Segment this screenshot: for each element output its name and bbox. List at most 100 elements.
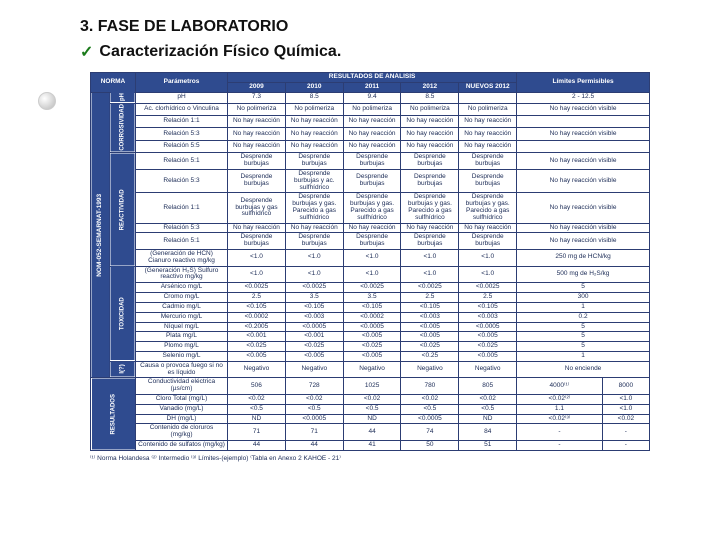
- value-cell: No hay reacción: [401, 116, 459, 128]
- value-cell: 84: [459, 424, 517, 441]
- value-cell: 805: [459, 378, 517, 395]
- table-row: I(?)Causa o provoca fuego si no es líqui…: [91, 361, 650, 378]
- value-cell: Desprende burbujas: [401, 153, 459, 170]
- value-cell: <0.5: [401, 404, 459, 414]
- value-cell: 3.5: [285, 293, 343, 303]
- limit-cell: No hay reacción visible: [517, 193, 650, 223]
- value-cell: Desprende burbujas: [343, 153, 401, 170]
- decorative-circle: [38, 92, 56, 110]
- table-row: Plomo mg/L<0.025<0.025<0.025<0.025<0.025…: [91, 342, 650, 352]
- value-cell: 506: [228, 378, 286, 395]
- table-row: Relación 5:3Desprende burbujasDesprende …: [91, 169, 650, 192]
- value-cell: No hay reacción: [228, 223, 286, 233]
- side-norma-label: NOM-052-SEMARNAT-1993: [91, 92, 110, 378]
- value-cell: 44: [343, 424, 401, 441]
- limit-cell: -: [517, 441, 603, 451]
- param-cell: Relación 5:3: [135, 128, 227, 140]
- param-cell: Contenido de cloruros (mg/kg): [135, 424, 227, 441]
- value-cell: ND: [459, 414, 517, 424]
- header-norma: NORMA: [91, 73, 136, 93]
- value-cell: No hay reacción: [343, 140, 401, 152]
- value-cell: Negativo: [285, 361, 343, 378]
- value-cell: Desprende burbujas y gas sulfhídrico: [228, 193, 286, 223]
- header-param: Parámetros: [135, 73, 227, 93]
- param-cell: Plata mg/L: [135, 332, 227, 342]
- value-cell: Negativo: [228, 361, 286, 378]
- value-cell: [459, 92, 517, 103]
- value-cell: Desprende burbujas: [459, 233, 517, 250]
- table-row: Relación 5:5No hay reacciónNo hay reacci…: [91, 140, 650, 152]
- table-footnote: ⁽¹⁾ Norma Holandesa ⁽²⁾ Intermedio ⁽³⁾ L…: [90, 451, 650, 462]
- value-cell: 728: [285, 378, 343, 395]
- param-cell: Relación 5:1: [135, 233, 227, 250]
- header-results: RESULTADOS DE ANÁLISIS: [228, 73, 517, 83]
- value-cell: <0.0005: [459, 322, 517, 332]
- value-cell: 9.4: [343, 92, 401, 103]
- value-cell: <1.0: [228, 266, 286, 283]
- param-cell: Contenido de sulfatos (mg/kg): [135, 441, 227, 451]
- param-cell: (Generación H₂S) Sulfuro reactivo mg/kg: [135, 266, 227, 283]
- table-extras: RESULTADOSConductividad eléctrica (µs/cm…: [91, 378, 650, 451]
- value-cell: ND: [228, 414, 286, 424]
- value-cell: <0.0025: [228, 283, 286, 293]
- group-label: pH: [110, 92, 136, 103]
- value-cell: No hay reacción: [228, 116, 286, 128]
- value-cell: No polimeriza: [401, 103, 459, 115]
- value-cell: 2.5: [459, 293, 517, 303]
- header-year: 2009: [228, 82, 286, 92]
- value-cell: <0.02: [343, 395, 401, 405]
- value-cell: 8.5: [401, 92, 459, 103]
- value-cell: No hay reacción: [343, 223, 401, 233]
- value-cell: <0.003: [459, 312, 517, 322]
- table-row: Relación 5:3No hay reacciónNo hay reacci…: [91, 223, 650, 233]
- value-cell: <0.5: [343, 404, 401, 414]
- limit-cell: [517, 140, 650, 152]
- value-cell: <0.005: [228, 351, 286, 361]
- table-row: Cadmio mg/L<0.105<0.105<0.105<0.105<0.10…: [91, 302, 650, 312]
- value-cell: No polimeriza: [228, 103, 286, 115]
- table-row: Relación 5:3No hay reacciónNo hay reacci…: [91, 128, 650, 140]
- value-cell: <1.0: [285, 250, 343, 267]
- value-cell: <0.025: [459, 342, 517, 352]
- value-cell: Negativo: [459, 361, 517, 378]
- value-cell: 8.5: [285, 92, 343, 103]
- value-cell: No hay reacción: [459, 116, 517, 128]
- header-year: 2010: [285, 82, 343, 92]
- value-cell: Negativo: [401, 361, 459, 378]
- value-cell: 2.5: [228, 293, 286, 303]
- value-cell: <0.25: [401, 351, 459, 361]
- param-cell: Relación 5:3: [135, 169, 227, 192]
- value-cell: <0.105: [343, 302, 401, 312]
- value-cell: <0.005: [401, 322, 459, 332]
- value-cell: <0.105: [459, 302, 517, 312]
- param-cell: Conductividad eléctrica (µs/cm): [135, 378, 227, 395]
- value-cell: <1.0: [401, 250, 459, 267]
- value-cell: Desprende burbujas: [343, 169, 401, 192]
- table-row: REACTIVIDADRelación 5:1Desprende burbuja…: [91, 153, 650, 170]
- value-cell: 2.5: [401, 293, 459, 303]
- limit-cell: 0.2: [517, 312, 650, 322]
- value-cell: <0.005: [459, 332, 517, 342]
- value-cell: 51: [459, 441, 517, 451]
- value-cell: <0.0005: [285, 414, 343, 424]
- limit-cell: 250 mg de HCN/kg: [517, 250, 650, 267]
- table-row: Selenio mg/L<0.005<0.005<0.005<0.25<0.00…: [91, 351, 650, 361]
- limit-cell: 5: [517, 332, 650, 342]
- extras-group-label: RESULTADOS: [91, 378, 136, 451]
- param-cell: Cadmio mg/L: [135, 302, 227, 312]
- param-cell: Relación 5:5: [135, 140, 227, 152]
- value-cell: No polimeriza: [459, 103, 517, 115]
- value-cell: <0.0002: [228, 312, 286, 322]
- param-cell: Causa o provoca fuego si no es líquido: [135, 361, 227, 378]
- param-cell: Relación 1:1: [135, 116, 227, 128]
- group-label: I(?): [110, 361, 136, 378]
- value-cell: Desprende burbujas y gas. Parecido a gas…: [459, 193, 517, 223]
- value-cell: No hay reacción: [459, 128, 517, 140]
- limit-cell: No hay reacción visible: [517, 153, 650, 170]
- header-limits: Límites Permisibles: [517, 73, 650, 93]
- value-cell: No hay reacción: [459, 223, 517, 233]
- value-cell: <0.0025: [401, 283, 459, 293]
- value-cell: <0.003: [285, 312, 343, 322]
- value-cell: Desprende burbujas: [228, 153, 286, 170]
- value-cell: 71: [285, 424, 343, 441]
